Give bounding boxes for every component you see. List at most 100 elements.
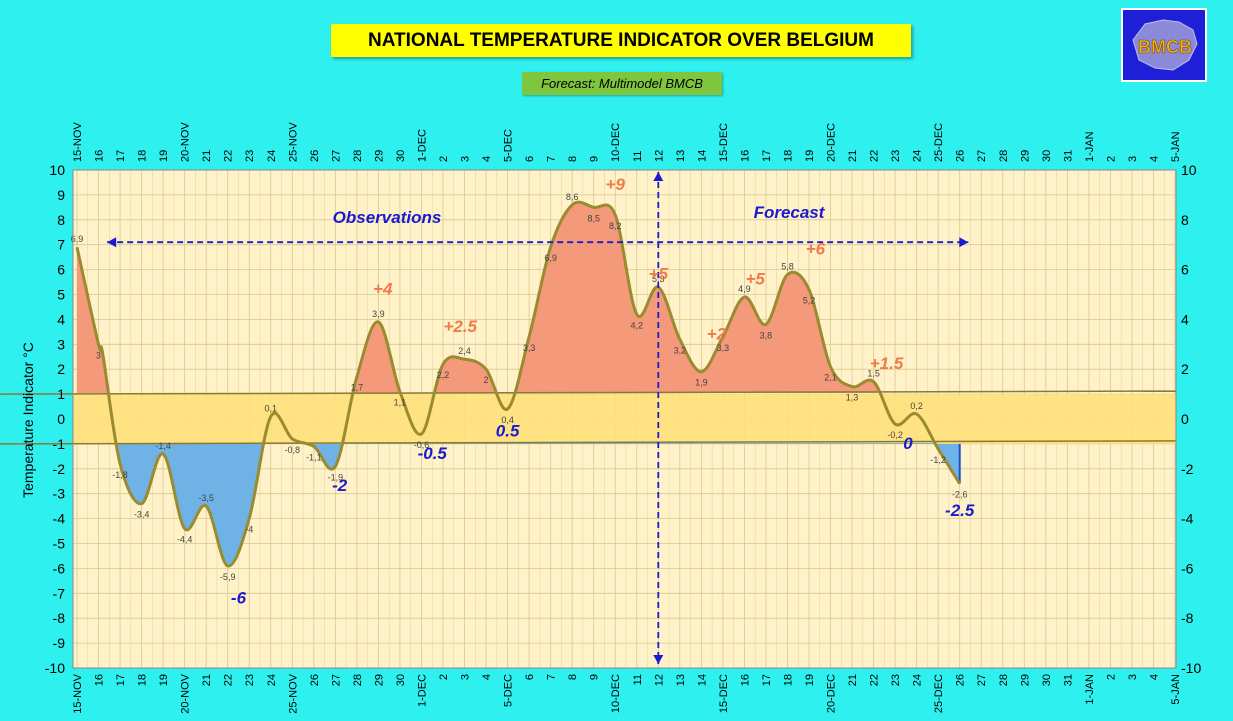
point-label: -4 [245, 525, 253, 535]
point-label: 8,6 [566, 192, 579, 202]
x-tick-bottom: 25-NOV [287, 673, 299, 713]
x-tick-bottom: 23 [244, 674, 256, 686]
x-tick-top: 28 [998, 150, 1010, 162]
y-tick-right: 4 [1181, 311, 1189, 327]
x-tick-top: 24 [266, 150, 278, 162]
x-tick-top: 29 [373, 150, 385, 162]
x-tick-bottom: 5-DEC [503, 674, 515, 707]
point-label: -0,8 [285, 445, 301, 455]
x-tick-bottom: 30 [1041, 674, 1053, 686]
x-tick-bottom: 11 [632, 674, 644, 685]
x-tick-bottom: 3 [1127, 674, 1139, 680]
point-label: -2,6 [952, 490, 968, 500]
x-tick-top: 15-NOV [72, 122, 84, 162]
point-label: -4,4 [177, 535, 193, 545]
x-tick-bottom: 9 [589, 674, 601, 680]
x-tick-bottom: 2 [1105, 674, 1117, 680]
point-label: 3,9 [372, 309, 385, 319]
x-tick-bottom: 30 [395, 674, 407, 686]
x-tick-top: 1-JAN [1084, 131, 1096, 162]
point-label: -1,9 [328, 472, 344, 482]
x-tick-bottom: 27 [976, 674, 988, 686]
point-label: -5,9 [220, 572, 236, 582]
y-tick-left: 2 [57, 361, 65, 377]
x-tick-top: 22 [223, 150, 235, 162]
x-tick-top: 2 [1105, 156, 1117, 162]
x-tick-top: 20-NOV [180, 122, 192, 162]
x-tick-bottom: 16 [94, 674, 106, 686]
value-annotation: +4 [373, 280, 393, 299]
x-tick-bottom: 28 [352, 674, 364, 686]
series-line [75, 200, 961, 568]
x-tick-bottom: 22 [223, 674, 235, 686]
x-tick-bottom: 23 [890, 674, 902, 686]
x-tick-top: 27 [976, 150, 988, 162]
y-tick-left: 5 [57, 287, 65, 303]
x-tick-top: 25-NOV [287, 122, 299, 162]
x-tick-top: 9 [589, 156, 601, 162]
x-tick-bottom: 26 [955, 674, 967, 686]
x-tick-top: 10-DEC [610, 123, 622, 162]
bmcb-logo: BMCB [1121, 8, 1207, 82]
point-label: 6,9 [71, 234, 84, 244]
x-tick-bottom: 7 [546, 674, 558, 680]
x-tick-bottom: 8 [567, 674, 579, 680]
point-label: -1,1 [306, 452, 322, 462]
x-tick-top: 4 [481, 156, 493, 162]
chart-subtitle: Forecast: Multimodel BMCB [541, 76, 703, 91]
point-label: 1,7 [351, 383, 364, 393]
y-tick-left: -6 [53, 560, 66, 576]
x-tick-top: 4 [1148, 156, 1160, 162]
point-label: 2,4 [458, 346, 471, 356]
point-label: 6,9 [544, 253, 557, 263]
value-annotation: +2 [707, 324, 727, 343]
value-annotation: -2 [332, 476, 348, 495]
x-tick-top: 28 [352, 150, 364, 162]
x-tick-top: 3 [1127, 156, 1139, 162]
y-tick-left: 1 [57, 386, 65, 402]
x-tick-bottom: 18 [782, 674, 794, 686]
x-tick-bottom: 19 [804, 674, 816, 686]
chart-title: NATIONAL TEMPERATURE INDICATOR OVER BELG… [368, 30, 874, 51]
value-annotation: 0 [903, 434, 913, 453]
x-tick-bottom: 4 [481, 674, 493, 680]
x-tick-bottom: 2 [438, 674, 450, 680]
x-tick-top: 23 [244, 150, 256, 162]
normal-band-edges [0, 390, 1177, 445]
point-label: 2,2 [437, 370, 450, 380]
x-tick-top: 19 [804, 150, 816, 162]
point-label: 3,3 [717, 343, 730, 353]
point-label: -3,4 [134, 510, 150, 520]
logo-text: BMCB [1138, 37, 1192, 57]
point-label: -1,4 [155, 441, 171, 451]
y-tick-left: 10 [49, 162, 65, 178]
y-tick-left: -5 [53, 536, 66, 552]
x-tick-bottom: 21 [847, 674, 859, 686]
x-tick-top: 1-DEC [416, 129, 428, 162]
y-tick-right: 0 [1181, 411, 1189, 427]
x-tick-bottom: 3 [460, 674, 472, 680]
point-label: -0,2 [887, 430, 903, 440]
x-tick-top: 23 [890, 150, 902, 162]
y-tick-left: 6 [57, 262, 65, 278]
y-tick-right: 6 [1181, 262, 1189, 278]
y-tick-left: -9 [53, 635, 66, 651]
point-label: 3,3 [523, 343, 536, 353]
x-tick-top: 25-DEC [933, 123, 945, 162]
point-label: 3,2 [674, 345, 687, 355]
x-tick-bottom: 4 [1148, 674, 1160, 680]
x-tick-top: 14 [696, 150, 708, 162]
y-tick-right: 2 [1181, 361, 1189, 377]
x-tick-bottom: 18 [137, 674, 149, 686]
x-tick-bottom: 13 [675, 674, 687, 686]
x-tick-top: 16 [94, 150, 106, 162]
arrow-head-right [959, 237, 969, 248]
point-label: 5,2 [803, 296, 816, 306]
y-tick-left: 3 [57, 336, 65, 352]
y-tick-right: -10 [1181, 660, 1201, 676]
arrow-head-left [107, 237, 117, 248]
x-tick-bottom: 5-JAN [1170, 674, 1182, 705]
x-tick-top: 21 [847, 150, 859, 162]
value-annotation: -6 [231, 588, 247, 607]
value-annotation: -0.5 [418, 444, 448, 463]
